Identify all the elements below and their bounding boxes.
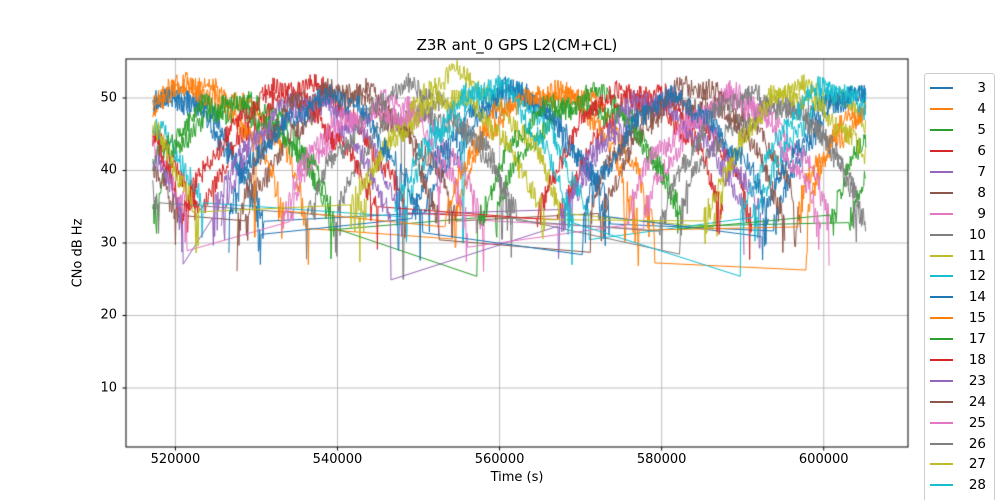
y-tick-label: 40: [100, 162, 117, 178]
legend-entry-label: 14: [968, 289, 986, 306]
legend-line-swatch: [930, 254, 953, 257]
legend-line-swatch: [930, 87, 953, 90]
legend-entry-label: 30: [953, 498, 986, 500]
x-tick-label: 560000: [474, 452, 525, 467]
legend-line-swatch: [930, 400, 953, 403]
legend-line-swatch: [930, 129, 953, 132]
legend-line-swatch: [930, 191, 953, 194]
legend-entry-label: 26: [968, 435, 986, 452]
legend-entry-label: 28: [968, 477, 986, 494]
legend-line-swatch: [930, 463, 953, 466]
x-tick-label: 520000: [150, 452, 201, 467]
legend-entry-label: 7: [977, 164, 986, 180]
legend-entry: 14: [930, 287, 986, 308]
chart-title: Z3R ant_0 GPS L2(CM+CL): [416, 36, 618, 54]
legend-entry: 9: [930, 203, 986, 224]
legend-entry-label: 11: [968, 247, 986, 264]
legend-line-swatch: [930, 484, 953, 487]
legend-entry: 7: [930, 162, 986, 183]
legend-entry-label: 17: [968, 331, 986, 348]
legend-entry-label: 15: [968, 310, 986, 327]
legend-entry: 25: [930, 412, 986, 433]
legend-entry-label: 3: [977, 80, 986, 97]
legend-entry: 24: [930, 391, 986, 412]
y-tick-label: 30: [100, 235, 117, 251]
legend-entry-label: 8: [977, 184, 986, 201]
legend-line-swatch: [930, 338, 953, 341]
legend-entry-label: 5: [977, 122, 986, 139]
legend-entry: 5: [930, 120, 986, 141]
legend-line-swatch: [930, 359, 953, 362]
legend-line-swatch: [930, 212, 953, 215]
legend-line-swatch: [930, 442, 953, 445]
legend-entry-label: 10: [968, 226, 986, 243]
legend-entry: 26: [930, 433, 986, 454]
legend-entry: 23: [930, 370, 986, 391]
legend-line-swatch: [930, 379, 953, 382]
legend-entry-label: 9: [977, 205, 986, 222]
legend-entry: 28: [930, 475, 986, 496]
legend-line-swatch: [930, 171, 953, 173]
legend-entry-label: 4: [977, 101, 986, 118]
legend-line-swatch: [930, 317, 953, 320]
legend-line-swatch: [930, 421, 953, 424]
legend-entry: 27: [930, 454, 986, 475]
legend-entry: 17: [930, 329, 986, 350]
legend-entry: 10: [930, 224, 986, 245]
x-axis-label: Time (s): [490, 470, 544, 485]
legend-entry: 18: [930, 350, 986, 371]
legend-entry-label: 25: [968, 414, 986, 431]
legend-entry-label: 18: [968, 352, 986, 369]
y-tick-label: 10: [100, 380, 117, 396]
legend-entry: 3: [930, 78, 986, 99]
legend-line-swatch: [930, 150, 953, 153]
legend-line-swatch: [930, 296, 953, 299]
legend-entry-label: 27: [968, 456, 986, 473]
legend-line-swatch: [930, 275, 953, 278]
y-tick-label: 50: [100, 90, 117, 106]
x-tick-label: 540000: [312, 452, 363, 467]
legend-entry-label: 23: [968, 372, 986, 389]
legend-line-swatch: [930, 233, 953, 236]
legend-entry: 30: [930, 496, 986, 500]
legend-entry: 12: [930, 266, 986, 287]
legend-line-swatch: [930, 108, 953, 111]
legend-entry: 15: [930, 308, 986, 329]
x-tick-label: 580000: [636, 452, 687, 467]
legend-entry: 4: [930, 99, 986, 120]
y-tick-label: 20: [100, 307, 117, 323]
legend-entry-label: 12: [968, 268, 986, 285]
x-tick-label: 600000: [798, 452, 849, 467]
legend: 3 4 5 6 7 8 9 10 11 12 14 15 17 18 23 24 25 26 27 28 30: [924, 73, 995, 500]
legend-entry: 8: [930, 182, 986, 203]
legend-entry: 6: [930, 141, 986, 162]
legend-entry-label: 6: [977, 143, 986, 160]
y-axis-label: CNo dB Hz: [70, 218, 86, 288]
legend-entry: 11: [930, 245, 986, 266]
legend-entry-label: 24: [968, 393, 986, 410]
